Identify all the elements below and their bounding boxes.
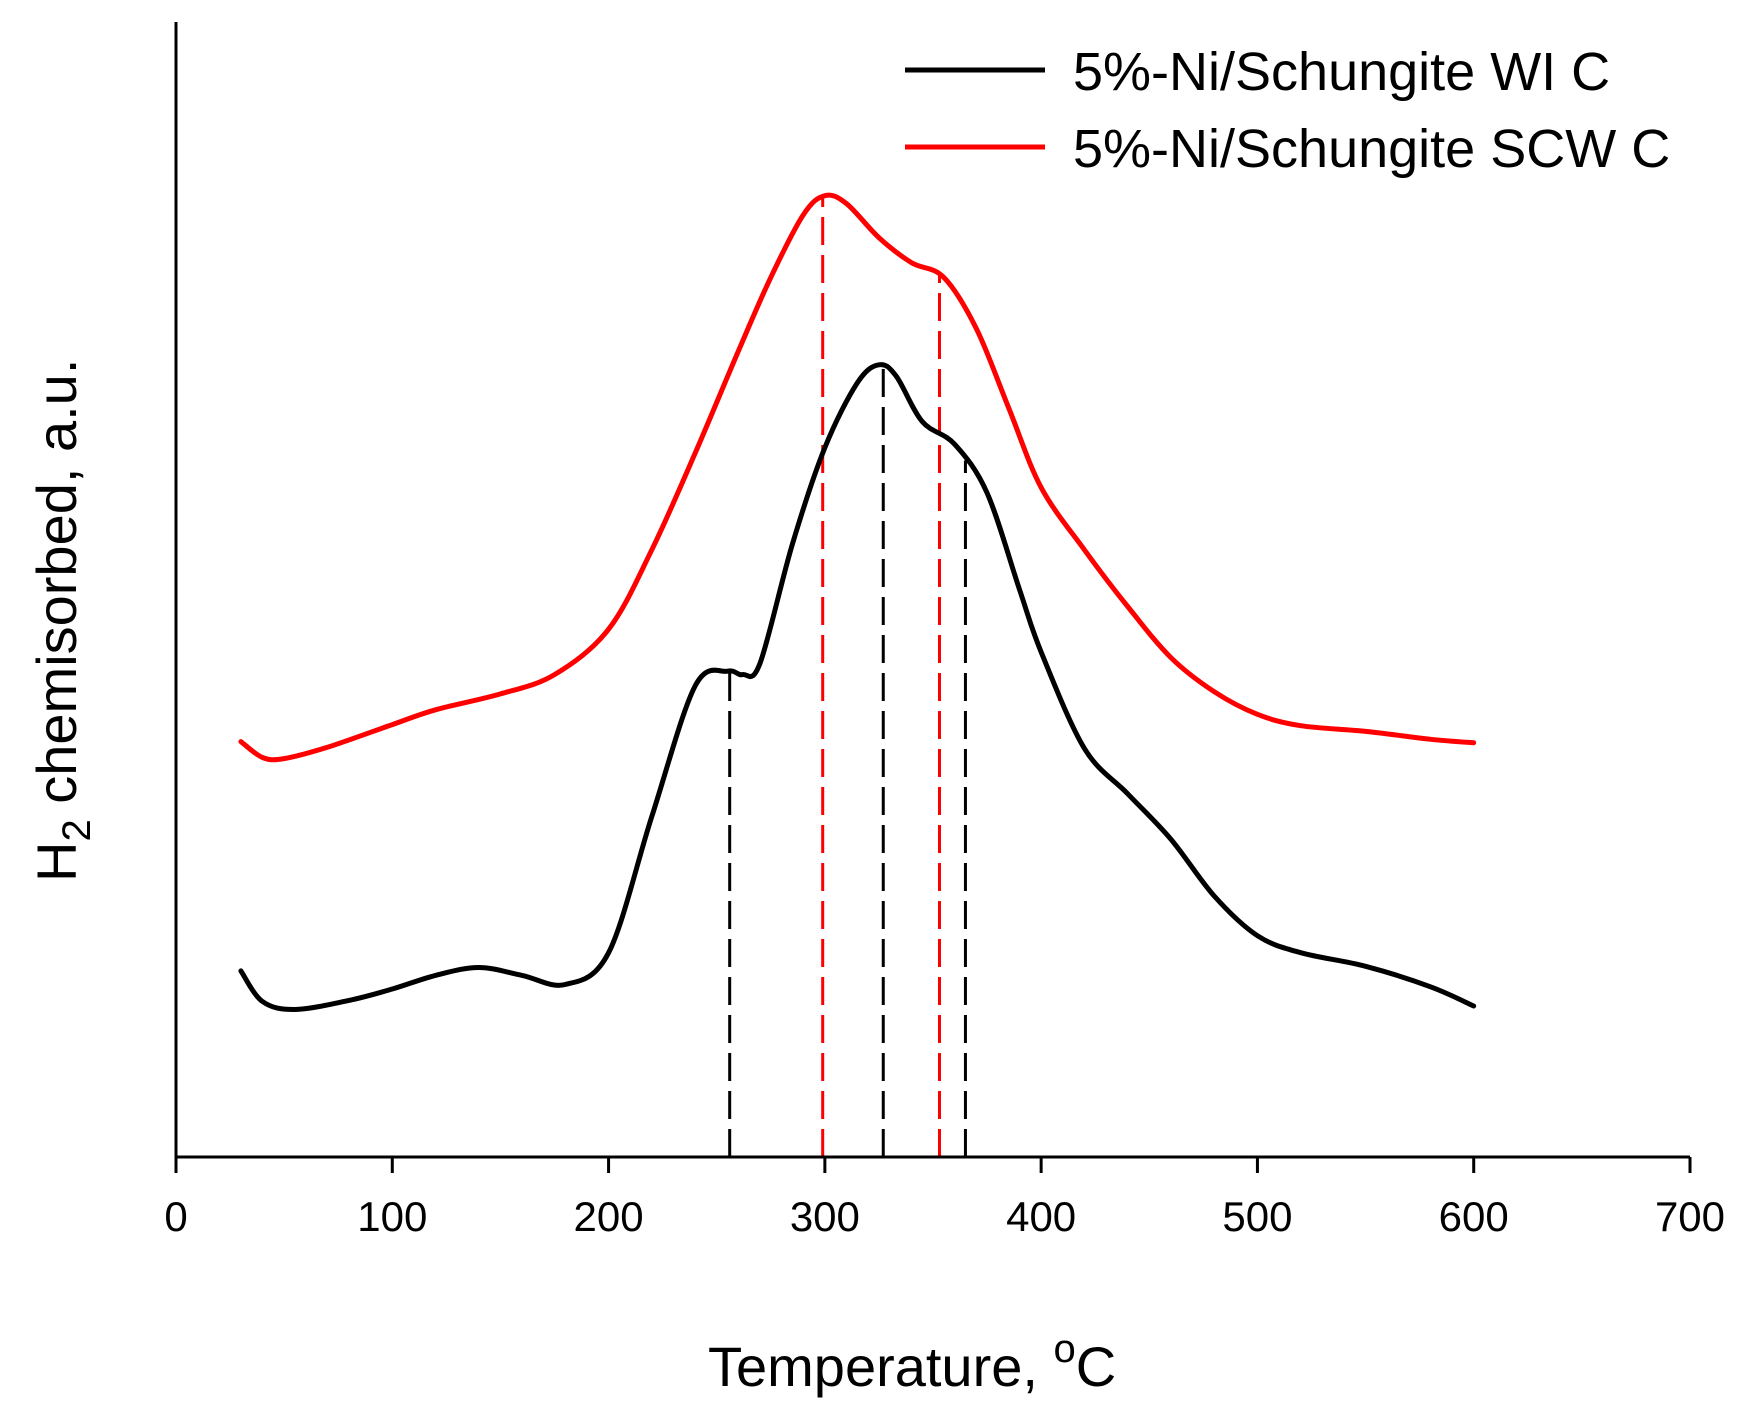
y-axis-title-main: H — [25, 842, 88, 882]
x-tick-label: 400 — [1006, 1193, 1076, 1240]
legend-label-wi: 5%-Ni/Schungite WI C — [1073, 42, 1610, 102]
x-tick-label: 600 — [1439, 1193, 1509, 1240]
y-axis-title-tail: chemisorbed, a.u. — [25, 359, 88, 820]
x-axis-title: Temperature, oC — [708, 1327, 1116, 1398]
x-axis-title-main: Temperature, — [708, 1335, 1054, 1398]
x-tick-label: 100 — [357, 1193, 427, 1240]
series-lines — [238, 192, 1477, 1013]
series-line-scw — [238, 192, 1477, 763]
series-line-wi — [238, 362, 1477, 1013]
plot-area: 0 100 200 300 400 500 600 700 — [164, 22, 1725, 1240]
legend: 5%-Ni/Schungite WI C 5%-Ni/Schungite SCW… — [905, 42, 1670, 179]
x-axis-title-unit: C — [1076, 1335, 1116, 1398]
y-axis-title: H2 chemisorbed, a.u. — [25, 359, 99, 882]
legend-label-scw: 5%-Ni/Schungite SCW C — [1073, 119, 1670, 179]
x-tick-label: 0 — [164, 1193, 187, 1240]
x-tick-label: 500 — [1222, 1193, 1292, 1240]
x-tick-label: 300 — [790, 1193, 860, 1240]
x-tick-label: 700 — [1655, 1193, 1725, 1240]
x-tick-label: 200 — [574, 1193, 644, 1240]
x-axis-title-sup: o — [1054, 1327, 1076, 1371]
x-ticks: 0 100 200 300 400 500 600 700 — [164, 1157, 1725, 1240]
y-axis-title-sub: 2 — [55, 819, 99, 841]
peak-markers — [728, 197, 967, 1157]
